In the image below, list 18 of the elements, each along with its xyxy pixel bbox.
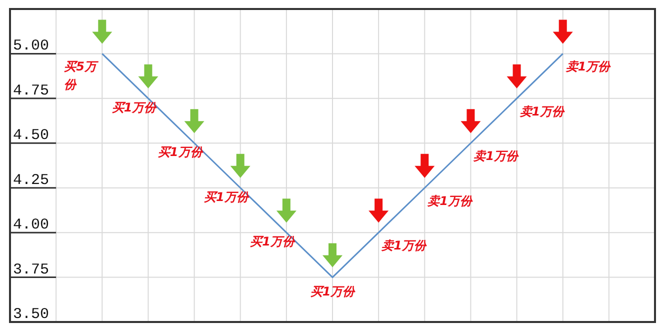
- annotation: 卖1万份: [382, 238, 428, 253]
- y-tick-label: 3.50: [13, 306, 50, 323]
- y-tick-label: 4.25: [13, 172, 50, 189]
- y-tick-label: 4.50: [13, 127, 50, 144]
- annotation: 买1万份: [110, 100, 158, 114]
- annotation: 卖1万份: [520, 104, 566, 118]
- y-tick-label: 3.75: [13, 261, 50, 278]
- y-tick-label: 5.00: [13, 38, 50, 55]
- y-tick-label: 4.00: [13, 216, 50, 234]
- annotation: 卖1万份: [428, 194, 474, 208]
- y-tick-label: 4.75: [13, 82, 50, 100]
- annotation: 卖1万份: [474, 149, 520, 164]
- annotation: 买1万份: [203, 190, 250, 204]
- annotation: 卖1万份: [566, 60, 612, 74]
- annotation: 买1万份: [309, 284, 357, 298]
- annotation: 买1万份: [156, 145, 204, 160]
- annotation: 买1万份: [249, 234, 296, 249]
- annotation: 买5万份: [63, 60, 100, 92]
